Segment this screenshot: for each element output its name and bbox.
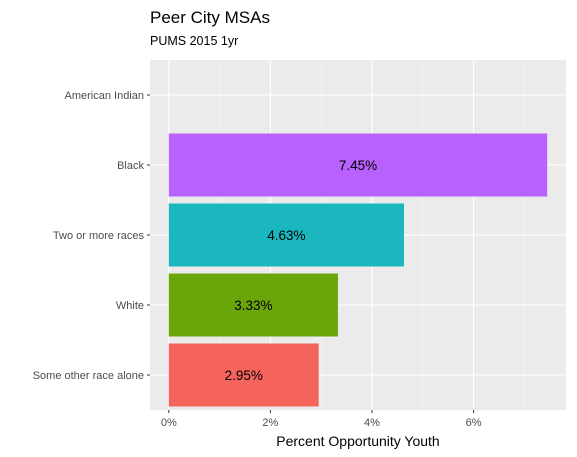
x-axis: 0% 2% 4% 6% (161, 410, 482, 429)
bars: 7.45% 4.63% 3.33% 2.95% (168, 133, 548, 407)
chart-title: Peer City MSAs (150, 8, 270, 27)
y-tick-label: White (116, 300, 144, 312)
x-tick-label: 4% (364, 417, 380, 429)
bar (168, 133, 548, 197)
y-tick-label: Black (117, 160, 144, 172)
y-tick-label: American Indian (65, 90, 145, 102)
y-axis: American Indian Black Two or more races Whi… (33, 90, 150, 382)
chart-subtitle: PUMS 2015 1yr (150, 34, 238, 48)
bar-data-label: 7.45% (339, 158, 377, 173)
bar-data-label: 3.33% (234, 298, 272, 313)
x-tick-label: 2% (262, 417, 278, 429)
y-tick-label: Two or more races (53, 230, 145, 242)
bar (168, 273, 338, 337)
bar-data-label: 2.95% (225, 368, 263, 383)
bar-data-label: 4.63% (267, 228, 305, 243)
bar (168, 203, 404, 267)
x-tick-label: 0% (161, 417, 177, 429)
bar (168, 343, 319, 407)
y-tick-label: Some other race alone (33, 370, 144, 382)
x-tick-label: 6% (466, 417, 482, 429)
x-axis-title: Percent Opportunity Youth (276, 433, 439, 449)
